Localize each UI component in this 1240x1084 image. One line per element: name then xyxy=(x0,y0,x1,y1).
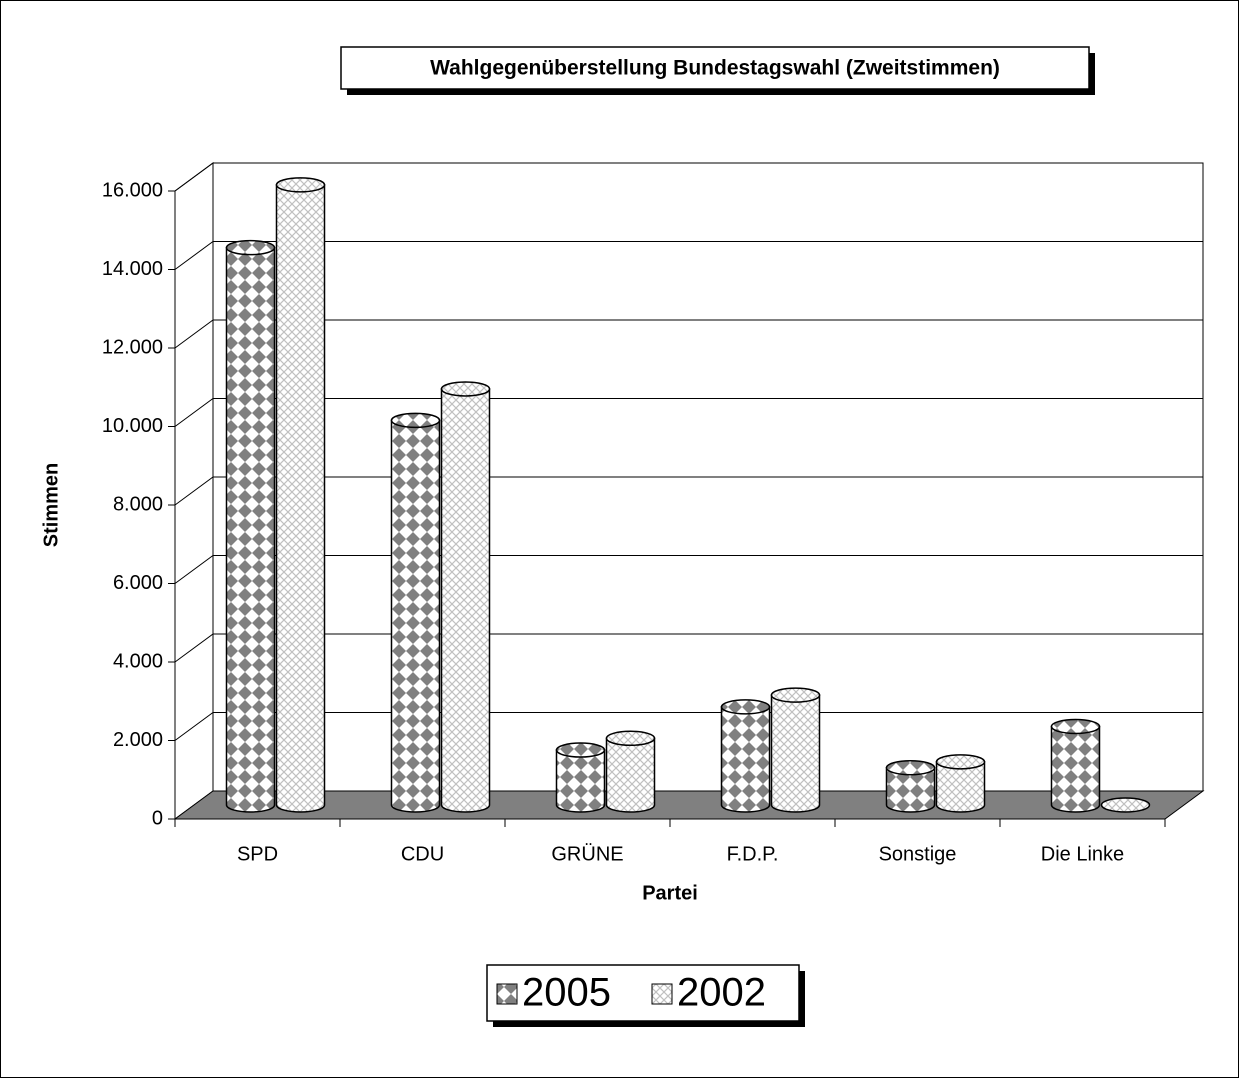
bar xyxy=(935,754,986,813)
bar-top xyxy=(225,239,276,256)
bar xyxy=(440,381,491,813)
bar-top xyxy=(720,699,771,715)
y-tick-label: 0 xyxy=(152,807,163,829)
legend-label: 2005 xyxy=(522,971,611,1015)
bar-body xyxy=(1050,725,1101,813)
grid-line xyxy=(174,398,1203,427)
bar-top xyxy=(275,177,326,193)
bar xyxy=(275,177,326,813)
y-tick-label: 4.000 xyxy=(113,650,163,672)
legend-box xyxy=(486,964,800,1022)
legend-swatch xyxy=(651,983,673,1005)
y-tick-label: 10.000 xyxy=(102,415,163,437)
y-tick-label: 16.000 xyxy=(102,179,163,201)
y-axis-label: Stimmen xyxy=(40,463,62,547)
grid-line xyxy=(174,162,1203,192)
bar-body xyxy=(770,694,821,813)
bar-body xyxy=(885,766,936,813)
chart-title: Wahlgegenüberstellung Bundestagswahl (Zw… xyxy=(430,57,1000,80)
grid-line xyxy=(174,241,1203,270)
grid-line xyxy=(174,712,1203,741)
grid-line xyxy=(174,476,1203,506)
bar-body xyxy=(935,761,986,813)
grid-line xyxy=(174,633,1203,663)
bar-body xyxy=(275,184,326,813)
bar xyxy=(225,239,276,813)
bar-body xyxy=(605,737,656,813)
legend-swatch xyxy=(496,983,518,1005)
bar-top xyxy=(555,742,606,758)
title-box xyxy=(340,46,1090,90)
bar xyxy=(390,412,441,813)
bar-top xyxy=(1050,718,1101,735)
bar-body xyxy=(555,749,606,813)
x-axis-label: Partei xyxy=(642,882,698,904)
bar xyxy=(1100,797,1151,813)
x-tick-label: GRÜNE xyxy=(551,843,623,865)
y-tick-label: 14.000 xyxy=(102,258,163,280)
x-tick-label: CDU xyxy=(401,843,444,865)
bar xyxy=(605,730,656,813)
bar-top xyxy=(440,381,491,397)
x-tick-label: F.D.P. xyxy=(727,843,779,865)
x-tick-label: SPD xyxy=(237,843,278,865)
bar xyxy=(770,687,821,813)
bar xyxy=(720,699,771,813)
legend-label: 2002 xyxy=(677,971,766,1015)
bar-body xyxy=(390,419,441,813)
bar-body xyxy=(720,706,771,813)
bar-body xyxy=(440,388,491,813)
bar-top xyxy=(605,730,656,747)
floor xyxy=(173,790,1205,820)
y-tick-label: 2.000 xyxy=(113,729,163,751)
y-tick-label: 6.000 xyxy=(113,572,163,594)
bar-body xyxy=(225,246,276,813)
bar-top xyxy=(885,759,936,776)
x-tick-label: Die Linke xyxy=(1041,843,1124,865)
grid-line xyxy=(174,555,1203,584)
bar-top xyxy=(935,754,986,770)
x-tick-label: Sonstige xyxy=(879,843,957,865)
grid-line xyxy=(174,319,1203,349)
y-tick-label: 12.000 xyxy=(102,336,163,358)
bar-top xyxy=(390,412,441,429)
bar xyxy=(885,759,936,813)
y-tick-label: 8.000 xyxy=(113,493,163,515)
bar-top xyxy=(770,687,821,703)
bar xyxy=(555,742,606,813)
bar xyxy=(1050,718,1101,813)
